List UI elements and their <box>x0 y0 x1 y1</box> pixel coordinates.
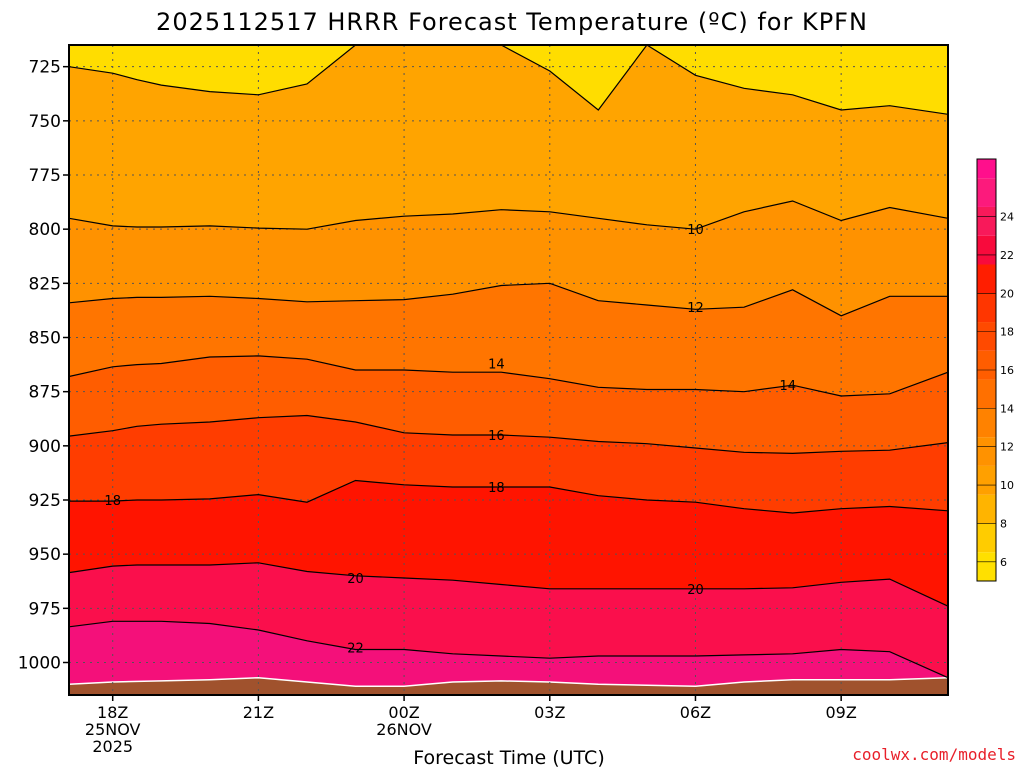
colorbar-swatch-13 <box>977 178 996 207</box>
colorbar-swatch-5 <box>977 408 996 438</box>
y-tick-label-875: 875 <box>29 383 61 403</box>
contour-label-20: 20 <box>687 583 704 598</box>
contour-label-14: 14 <box>488 358 505 373</box>
colorbar-swatch-7 <box>977 350 996 380</box>
band-10-12 <box>69 201 948 316</box>
contour-label-18: 18 <box>488 481 505 496</box>
x-tick-label-5-0: 09Z <box>825 703 856 722</box>
band-12-14 <box>69 283 948 396</box>
credit-text[interactable]: coolwx.com/models <box>852 745 1016 764</box>
x-tick-label-1-0: 21Z <box>243 703 274 722</box>
x-tick-label-0-1: 25NOV <box>85 720 141 739</box>
isotherm-10 <box>69 200 948 230</box>
colorbar-tick-label-14: 14 <box>1000 402 1014 415</box>
colorbar-swatch-12 <box>977 206 996 236</box>
y-tick-label-1000: 1000 <box>18 654 61 674</box>
colorbar-swatch-8 <box>977 322 996 351</box>
pressure-axis: 725 750 775 800 825 850 875 900 925 950 975 1000 <box>18 58 69 674</box>
y-tick-label-900: 900 <box>29 437 61 457</box>
y-tick-label-775: 775 <box>29 166 61 186</box>
colorbar-tick-label-16: 16 <box>1000 364 1014 377</box>
x-tick-label-4-0: 06Z <box>680 703 711 722</box>
plot-frame <box>68 44 949 696</box>
temperature-bands <box>69 45 948 695</box>
colorbar-swatch-14 <box>977 159 996 179</box>
contour-label-18: 18 <box>104 494 121 509</box>
colorbar-swatch-10 <box>977 264 996 294</box>
colorbar-tick-label-22: 22 <box>1000 249 1014 262</box>
surface-ground <box>69 676 948 695</box>
colorbar-tick-label-18: 18 <box>1000 326 1014 339</box>
y-tick-label-975: 975 <box>29 599 61 619</box>
isotherm-12 <box>69 282 948 317</box>
band-18-20 <box>69 480 948 607</box>
y-tick-label-800: 800 <box>29 220 61 240</box>
x-tick-label-0-2: 2025 <box>92 737 133 756</box>
y-tick-label-925: 925 <box>29 491 61 511</box>
band-20-22 <box>69 562 948 678</box>
contour-labels: 10 12 14 14 16 18 18 20 20 22 <box>104 223 796 656</box>
isotherm-22 <box>69 620 948 679</box>
isotherm-20 <box>69 562 948 607</box>
band-22-plus <box>69 621 948 695</box>
colorbar-swatch-4 <box>977 437 996 466</box>
colorbar-swatch-2 <box>977 494 996 524</box>
band-below-8 <box>69 45 948 115</box>
colorbar-tick-label-10: 10 <box>1000 479 1014 492</box>
y-tick-label-850: 850 <box>29 329 61 349</box>
isotherm-14 <box>69 355 948 397</box>
isotherm-16 <box>69 414 948 455</box>
y-tick-label-825: 825 <box>29 274 61 294</box>
colorbar-swatch-9 <box>977 293 996 323</box>
band-16-18 <box>69 415 948 513</box>
colorbar-tick-label-12: 12 <box>1000 441 1014 454</box>
ground-fill <box>69 677 948 695</box>
x-tick-label-2-0: 00Z <box>388 703 419 722</box>
colorbar-swatch-6 <box>977 379 996 409</box>
chart-title: 2025112517 HRRR Forecast Temperature (ºC… <box>156 8 868 36</box>
contour-label-20: 20 <box>347 572 364 587</box>
colorbar-swatch-1 <box>977 523 996 553</box>
x-tick-label-0-0: 18Z <box>97 703 128 722</box>
colorbar: 6 8 10 12 14 16 18 20 22 24 <box>976 158 1014 582</box>
colorbar-swatch-11 <box>977 235 996 265</box>
y-tick-label-950: 950 <box>29 545 61 565</box>
colorbar-swatch-0 <box>977 552 996 581</box>
contour-label-22: 22 <box>347 641 364 656</box>
colorbar-tick-label-24: 24 <box>1000 211 1014 224</box>
isotherm-8 <box>69 45 948 115</box>
colorbar-swatch-3 <box>977 465 996 495</box>
contour-label-16: 16 <box>488 429 505 444</box>
colorbar-tick-label-6: 6 <box>1000 556 1007 569</box>
x-tick-label-2-1: 26NOV <box>376 720 432 739</box>
surface-line <box>69 676 948 688</box>
x-tick-label-3-0: 03Z <box>534 703 565 722</box>
isotherm-18 <box>69 479 948 514</box>
isotherm-contours <box>69 45 948 679</box>
band-14-16 <box>69 355 948 454</box>
x-axis-label: Forecast Time (UTC) <box>413 747 604 768</box>
contour-label-12: 12 <box>687 301 704 316</box>
contour-label-10: 10 <box>687 223 704 238</box>
contour-label-14: 14 <box>779 379 796 394</box>
colorbar-tick-label-8: 8 <box>1000 517 1007 530</box>
band-8-10 <box>69 45 948 230</box>
y-tick-label-750: 750 <box>29 112 61 132</box>
plot-area <box>69 45 948 695</box>
colorbar-tick-label-20: 20 <box>1000 287 1014 300</box>
y-tick-label-725: 725 <box>29 58 61 78</box>
